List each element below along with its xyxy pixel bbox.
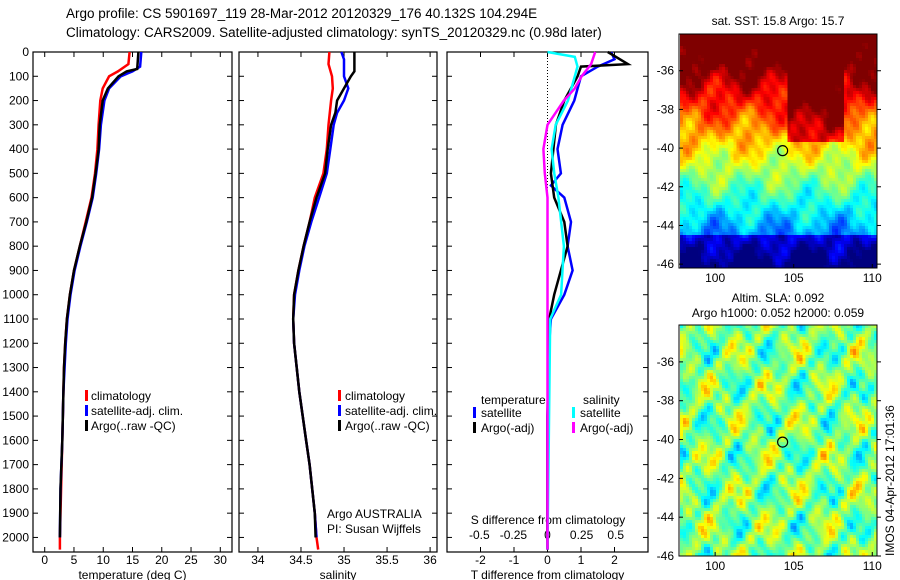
y-tick-label: 100 bbox=[9, 69, 29, 83]
x-axis-label: T difference from climatology bbox=[471, 568, 625, 580]
legend-label: Argo(-adj) bbox=[481, 421, 534, 435]
legend-label: satellite bbox=[481, 406, 522, 420]
legend-swatch bbox=[572, 422, 575, 433]
legend-label: satellite-adj. clim. bbox=[345, 404, 437, 418]
legend-swatch bbox=[85, 420, 88, 431]
x-tick-label: 15 bbox=[126, 553, 140, 567]
x-tick-label: 0 bbox=[544, 553, 551, 567]
s-tick-label: 0.25 bbox=[570, 528, 594, 542]
legend-label: satellite bbox=[580, 406, 621, 420]
annotation-line2: PI: Susan Wijffels bbox=[327, 522, 421, 536]
legend-swatch bbox=[338, 405, 341, 416]
y-tick-label: 500 bbox=[9, 166, 29, 180]
x-tick-label: 5 bbox=[71, 553, 78, 567]
y-tick-label: 1600 bbox=[2, 433, 29, 447]
sst-heatmap bbox=[680, 34, 877, 268]
difference-panel: -2 -1 0 1 2T difference from climatology -0.5… bbox=[446, 50, 649, 580]
y-tick-label: 1900 bbox=[2, 506, 29, 520]
y-tick-label: 1700 bbox=[2, 458, 29, 472]
series-line-s-argo-adj- bbox=[542, 51, 597, 550]
y-tick-label: 1300 bbox=[2, 361, 29, 375]
x-tick-label: 34.5 bbox=[289, 553, 313, 567]
x-tick-label: 35 bbox=[337, 553, 351, 567]
legend-swatch bbox=[473, 422, 476, 433]
y-tick-label: 1500 bbox=[2, 409, 29, 423]
s-tick-label: 0.5 bbox=[607, 528, 624, 542]
x-tick-label: 1 bbox=[578, 553, 585, 567]
series-line-argo-raw-qc- bbox=[291, 52, 356, 538]
legend-label: satellite-adj. clim. bbox=[91, 404, 183, 418]
plot-frame bbox=[32, 51, 233, 553]
annotation-line1: Argo AUSTRALIA bbox=[327, 507, 422, 521]
legend-label: Argo(-adj) bbox=[580, 421, 633, 435]
x-axis-label: temperature (deg C) bbox=[78, 568, 186, 580]
x-tick-label: 25 bbox=[184, 553, 198, 567]
y-tick-label: 1400 bbox=[2, 385, 29, 399]
x-tick-label: 34 bbox=[251, 553, 265, 567]
y-tick-label: 600 bbox=[9, 191, 29, 205]
x-tick-label: -2 bbox=[475, 553, 486, 567]
x-tick-label: 30 bbox=[214, 553, 228, 567]
x-axis-label: salinity bbox=[320, 568, 357, 580]
legend-swatch bbox=[473, 407, 476, 418]
x-tick-label: 2 bbox=[611, 553, 618, 567]
temperature-panel: 0 5 10 15 20 25 300100200300400500600700800900… bbox=[2, 45, 233, 580]
x-tick-label: 36 bbox=[423, 553, 437, 567]
legend-label: climatology bbox=[345, 389, 405, 403]
legend-label: Argo(..raw -QC) bbox=[345, 419, 430, 433]
y-tick-label: 1800 bbox=[2, 482, 29, 496]
y-tick-label: 1000 bbox=[2, 288, 29, 302]
x-tick-label: -1 bbox=[509, 553, 520, 567]
figure-title-line1: Argo profile: CS 5901697_119 28-Mar-2012… bbox=[66, 6, 537, 21]
series-line-s-satellite bbox=[546, 50, 579, 550]
y-tick-label: 2000 bbox=[2, 530, 29, 544]
y-tick-label: 1100 bbox=[3, 312, 29, 326]
x-tick-label: 0 bbox=[41, 553, 48, 567]
series-line-t-argo-adj- bbox=[546, 50, 633, 550]
y-tick-label: 1200 bbox=[2, 336, 29, 350]
legend-title: temperature bbox=[481, 393, 546, 407]
legend-swatch bbox=[338, 390, 341, 401]
plot-frame bbox=[238, 51, 438, 553]
y-tick-label: 400 bbox=[9, 142, 29, 156]
y-tick-label: 0 bbox=[22, 45, 29, 59]
series-line-argo-raw-qc- bbox=[58, 51, 140, 538]
x-tick-label: 35.5 bbox=[375, 553, 399, 567]
legend-swatch bbox=[85, 405, 88, 416]
s-tick-label: -0.25 bbox=[500, 528, 528, 542]
figure-title-line2: Climatology: CARS2009. Satellite-adjuste… bbox=[66, 25, 602, 40]
y-tick-label: 200 bbox=[9, 94, 29, 108]
s-tick-label: -0.5 bbox=[469, 528, 490, 542]
legend-swatch bbox=[85, 390, 88, 401]
legend-label: climatology bbox=[91, 389, 151, 403]
x-tick-label: 10 bbox=[97, 553, 111, 567]
sla-heatmap bbox=[680, 325, 877, 556]
salinity-panel: 34 34.5 35 35.5 36 salinity climatologysatelli… bbox=[238, 51, 438, 580]
legend-swatch bbox=[572, 407, 575, 418]
y-tick-label: 700 bbox=[9, 215, 29, 229]
x-tick-label: 20 bbox=[155, 553, 169, 567]
y-tick-label: 900 bbox=[9, 263, 29, 277]
legend-title: salinity bbox=[583, 393, 620, 407]
y-tick-label: 300 bbox=[9, 118, 29, 132]
legend-swatch bbox=[338, 420, 341, 431]
y-tick-label: 800 bbox=[9, 239, 29, 253]
legend-label: Argo(..raw -QC) bbox=[91, 419, 176, 433]
